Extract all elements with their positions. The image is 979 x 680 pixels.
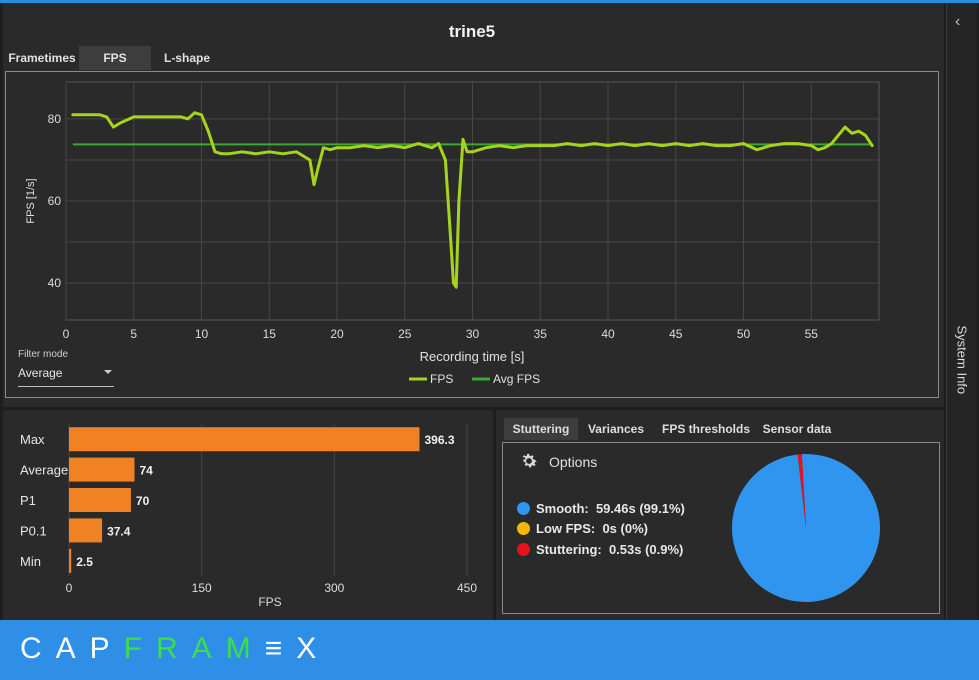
bar-category-label: Max <box>20 432 45 447</box>
footer-bar: CAPFRAM≡X <box>0 620 979 680</box>
tab-l-shape[interactable]: L-shape <box>163 51 210 65</box>
window-top-border <box>0 0 979 3</box>
fps-series-line <box>71 111 874 289</box>
analysis-panel <box>3 3 944 407</box>
stuttering-panel: Stuttering Variances FPS thresholds Sens… <box>496 410 944 620</box>
bar-value-label: 37.4 <box>107 524 131 538</box>
legend-fps-label: FPS <box>430 372 453 386</box>
bar-category-label: Min <box>20 554 41 569</box>
tab-fps-thresholds[interactable]: FPS thresholds <box>661 422 750 436</box>
x-tick-label: 40 <box>601 327 615 341</box>
chevron-down-icon <box>104 370 112 374</box>
metric-bar <box>69 427 420 452</box>
x-tick-label: 35 <box>534 327 548 341</box>
tab-sensor-data[interactable]: Sensor data <box>762 422 832 436</box>
y-tick-label: 60 <box>48 194 62 208</box>
y-tick-label: 40 <box>48 276 62 290</box>
bar-value-label: 396.3 <box>425 433 455 447</box>
smooth-dot-icon <box>517 502 530 515</box>
filter-mode-label: Filter mode <box>18 349 69 360</box>
filter-mode-select[interactable]: Average <box>18 364 114 387</box>
options-label[interactable]: Options <box>549 454 598 470</box>
low-fps-dot-icon <box>517 522 530 535</box>
legend-low-fps: Low FPS: 0s (0%) <box>517 521 648 536</box>
stuttering-dot-icon <box>517 543 530 556</box>
metric-bar <box>69 518 103 543</box>
x-tick-label: 45 <box>669 327 683 341</box>
x-tick-label: 300 <box>324 581 344 595</box>
metric-bar <box>69 457 135 482</box>
chevron-left-icon[interactable]: ‹ <box>955 13 961 30</box>
x-tick-label: 0 <box>66 581 73 595</box>
bar-category-label: P1 <box>20 493 36 508</box>
x-tick-label: 15 <box>263 327 277 341</box>
bar-value-label: 2.5 <box>76 555 93 569</box>
x-tick-label: 50 <box>737 327 751 341</box>
fps-line-chart: 0 5 10 15 20 25 30 35 40 45 50 55 40 60 80 Recording ti… <box>25 81 880 386</box>
tab-stuttering[interactable]: Stuttering <box>504 418 578 440</box>
bar-category-label: P0.1 <box>20 523 47 538</box>
fps-chart-frame <box>5 71 939 398</box>
filter-mode-value: Average <box>18 366 63 380</box>
bar-value-label: 70 <box>136 494 150 508</box>
capframex-logo: CAPFRAM≡X <box>20 632 331 665</box>
x-tick-label: 55 <box>805 327 819 341</box>
pie-slice-stuttering <box>797 454 806 528</box>
stuttering-frame: Options Smooth: 59.46s (99.1%) Low FPS: … <box>502 442 940 614</box>
tab-variances[interactable]: Variances <box>587 422 645 436</box>
x-tick-label: 10 <box>195 327 209 341</box>
bar-category-label: Average <box>20 463 68 478</box>
page-title: trine5 <box>448 22 496 41</box>
system-info-sidebar[interactable]: ‹ System Info <box>946 3 977 620</box>
stuttering-pie-chart <box>732 454 880 602</box>
bar-value-label: 74 <box>139 464 153 478</box>
x-tick-label: 0 <box>63 327 70 341</box>
metric-bar <box>69 548 72 573</box>
metric-bar <box>69 488 131 512</box>
tab-fps[interactable]: FPS <box>79 46 151 70</box>
system-info-label: System Info <box>954 325 970 395</box>
legend-smooth: Smooth: 59.46s (99.1%) <box>517 501 685 516</box>
x-axis-label: Recording time [s] <box>420 349 525 364</box>
x-tick-label: 5 <box>130 327 137 341</box>
x-tick-label: 450 <box>457 581 477 595</box>
y-axis-label: FPS [1/s] <box>25 178 37 223</box>
x-axis-label: FPS <box>258 595 281 609</box>
gear-icon[interactable] <box>519 451 539 471</box>
x-tick-label: 20 <box>330 327 344 341</box>
legend-stuttering: Stuttering: 0.53s (0.9%) <box>517 542 683 557</box>
tab-frametimes[interactable]: Frametimes <box>8 51 76 65</box>
legend-avg-fps-label: Avg FPS <box>493 372 540 386</box>
x-tick-label: 150 <box>192 581 212 595</box>
fps-metrics-panel: 0 150 300 450 FPS Max 396.3 Average 74 P1 70 P0.1 37… <box>3 410 493 620</box>
fps-metrics-bar-chart: 0 150 300 450 FPS Max 396.3 Average 74 P1 70 P0.1 37… <box>20 424 477 609</box>
y-tick-label: 80 <box>48 112 62 126</box>
x-tick-label: 25 <box>398 327 412 341</box>
x-tick-label: 30 <box>466 327 480 341</box>
